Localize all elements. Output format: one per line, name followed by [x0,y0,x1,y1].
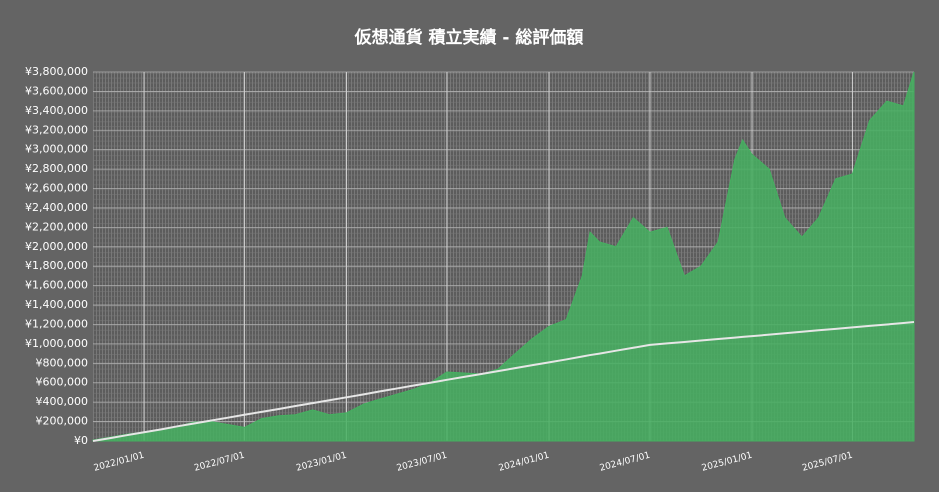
line [92,321,915,442]
y-tick-label: ¥3,800,000 [25,65,88,78]
y-tick-label: ¥2,800,000 [25,162,88,175]
x-tick-label: 2022/01/01 [93,451,146,474]
y-tick-label: ¥3,600,000 [25,84,88,97]
x-tick-label: 2023/07/01 [396,451,449,474]
y-tick-label: ¥3,200,000 [25,123,88,136]
x-tick-label: 2024/07/01 [599,451,652,474]
x-tick-label: 2023/01/01 [295,451,348,474]
x-tick-label: 2025/07/01 [801,451,854,474]
area [92,71,915,442]
x-tick-label: 2022/07/01 [193,451,246,474]
y-tick-label: ¥400,000 [36,395,89,408]
y-tick-label: ¥200,000 [36,415,89,428]
x-tick-label: 2024/01/01 [498,451,551,474]
chart-title: 仮想通貨 積立実績 - 総評価額 [354,27,584,48]
y-tick-label: ¥800,000 [36,356,89,369]
y-tick-label: ¥3,000,000 [25,143,88,156]
y-tick-label: ¥1,400,000 [25,298,88,311]
x-tick-label: 2025/01/01 [701,451,754,474]
y-tick-label: ¥2,600,000 [25,182,88,195]
y-tick-label: ¥2,200,000 [25,220,88,233]
y-tick-label: ¥1,000,000 [25,337,88,350]
y-tick-label: ¥1,200,000 [25,317,88,330]
y-tick-label: ¥600,000 [36,376,89,389]
y-tick-label: ¥3,400,000 [25,104,88,117]
y-tick-label: ¥1,600,000 [25,279,88,292]
y-tick-label: ¥2,400,000 [25,201,88,214]
y-tick-label: ¥0 [74,434,88,447]
y-tick-label: ¥2,000,000 [25,240,88,253]
y-tick-label: ¥1,800,000 [25,259,88,272]
